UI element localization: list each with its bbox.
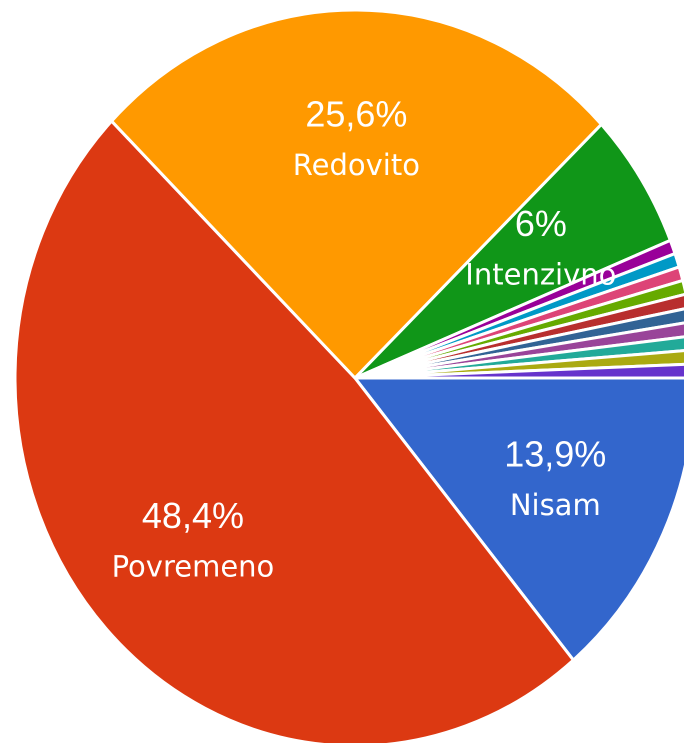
slice-category-label: Redovito [293,148,420,182]
slice-value-label: 13,9% [504,434,606,475]
pie-slice [354,278,684,380]
pie-slice [354,321,684,380]
pie-slice [354,335,684,380]
slice-category-label: Nisam [510,488,601,522]
pie-slice [354,362,684,380]
pie-slice [109,8,604,381]
pie-slice [353,122,673,380]
slice-value-label: 25,6% [305,93,407,134]
slice-value-label: 6% [515,203,567,244]
pie-slice [354,349,684,380]
slice-category-label: Intenzivno [465,258,616,292]
slice-value-label: 48,4% [142,495,244,536]
pie-slice [13,118,576,743]
pie-slice [351,376,684,663]
slice-category-label: Povremeno [112,550,275,584]
